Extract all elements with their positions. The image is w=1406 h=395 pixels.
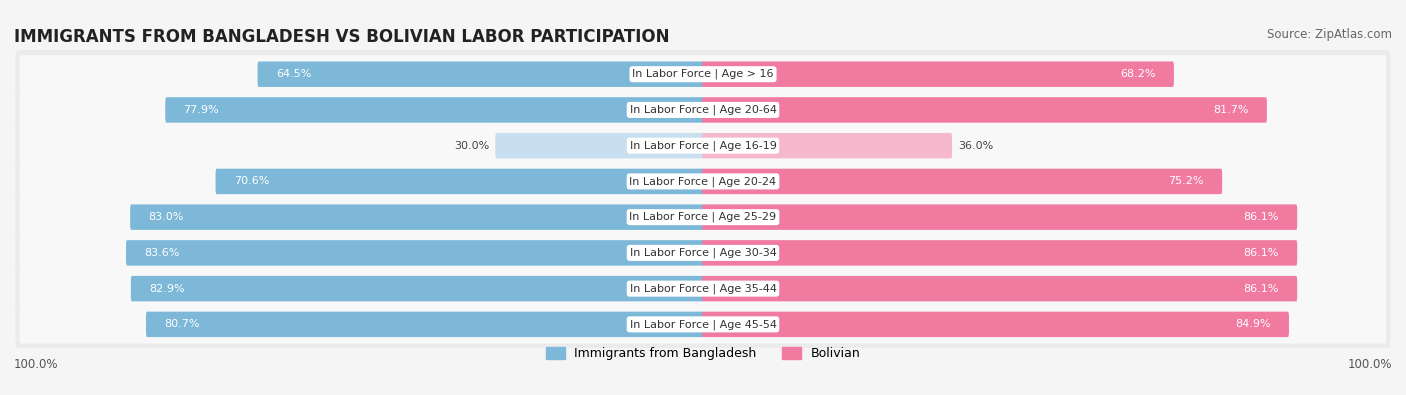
Text: 30.0%: 30.0% <box>454 141 489 150</box>
Text: 86.1%: 86.1% <box>1243 284 1279 293</box>
FancyBboxPatch shape <box>20 91 1386 129</box>
Text: 86.1%: 86.1% <box>1243 212 1279 222</box>
Text: Source: ZipAtlas.com: Source: ZipAtlas.com <box>1267 28 1392 41</box>
FancyBboxPatch shape <box>15 193 1391 241</box>
FancyBboxPatch shape <box>702 312 1289 337</box>
FancyBboxPatch shape <box>15 122 1391 170</box>
FancyBboxPatch shape <box>20 269 1386 308</box>
FancyBboxPatch shape <box>495 133 704 158</box>
FancyBboxPatch shape <box>702 62 1174 87</box>
Text: In Labor Force | Age 16-19: In Labor Force | Age 16-19 <box>630 141 776 151</box>
Text: 36.0%: 36.0% <box>957 141 993 150</box>
FancyBboxPatch shape <box>15 157 1391 205</box>
Text: 84.9%: 84.9% <box>1234 320 1271 329</box>
FancyBboxPatch shape <box>146 312 704 337</box>
Legend: Immigrants from Bangladesh, Bolivian: Immigrants from Bangladesh, Bolivian <box>541 342 865 365</box>
FancyBboxPatch shape <box>15 229 1391 277</box>
Text: 70.6%: 70.6% <box>233 177 269 186</box>
FancyBboxPatch shape <box>702 276 1298 301</box>
Text: In Labor Force | Age > 16: In Labor Force | Age > 16 <box>633 69 773 79</box>
Text: 86.1%: 86.1% <box>1243 248 1279 258</box>
Text: 64.5%: 64.5% <box>276 69 311 79</box>
FancyBboxPatch shape <box>15 86 1391 134</box>
FancyBboxPatch shape <box>20 305 1386 344</box>
Text: In Labor Force | Age 25-29: In Labor Force | Age 25-29 <box>630 212 776 222</box>
FancyBboxPatch shape <box>131 205 704 230</box>
FancyBboxPatch shape <box>20 162 1386 201</box>
Text: 83.0%: 83.0% <box>149 212 184 222</box>
FancyBboxPatch shape <box>702 240 1298 265</box>
Text: In Labor Force | Age 30-34: In Labor Force | Age 30-34 <box>630 248 776 258</box>
Text: 75.2%: 75.2% <box>1168 177 1204 186</box>
Text: 77.9%: 77.9% <box>184 105 219 115</box>
FancyBboxPatch shape <box>702 133 952 158</box>
FancyBboxPatch shape <box>20 55 1386 93</box>
FancyBboxPatch shape <box>15 50 1391 98</box>
Text: In Labor Force | Age 20-24: In Labor Force | Age 20-24 <box>630 176 776 187</box>
Text: In Labor Force | Age 45-54: In Labor Force | Age 45-54 <box>630 319 776 329</box>
FancyBboxPatch shape <box>127 240 704 265</box>
FancyBboxPatch shape <box>15 300 1391 348</box>
FancyBboxPatch shape <box>702 169 1222 194</box>
Text: 68.2%: 68.2% <box>1121 69 1156 79</box>
Text: 100.0%: 100.0% <box>1347 358 1392 371</box>
FancyBboxPatch shape <box>166 97 704 123</box>
Text: In Labor Force | Age 20-64: In Labor Force | Age 20-64 <box>630 105 776 115</box>
FancyBboxPatch shape <box>257 62 704 87</box>
FancyBboxPatch shape <box>215 169 704 194</box>
FancyBboxPatch shape <box>20 126 1386 165</box>
Text: 82.9%: 82.9% <box>149 284 184 293</box>
FancyBboxPatch shape <box>15 265 1391 313</box>
FancyBboxPatch shape <box>20 198 1386 236</box>
Text: 80.7%: 80.7% <box>165 320 200 329</box>
Text: In Labor Force | Age 35-44: In Labor Force | Age 35-44 <box>630 283 776 294</box>
FancyBboxPatch shape <box>131 276 704 301</box>
Text: 83.6%: 83.6% <box>145 248 180 258</box>
FancyBboxPatch shape <box>702 205 1298 230</box>
Text: 100.0%: 100.0% <box>14 358 59 371</box>
FancyBboxPatch shape <box>702 97 1267 123</box>
FancyBboxPatch shape <box>20 234 1386 272</box>
Text: 81.7%: 81.7% <box>1213 105 1249 115</box>
Text: IMMIGRANTS FROM BANGLADESH VS BOLIVIAN LABOR PARTICIPATION: IMMIGRANTS FROM BANGLADESH VS BOLIVIAN L… <box>14 28 669 46</box>
